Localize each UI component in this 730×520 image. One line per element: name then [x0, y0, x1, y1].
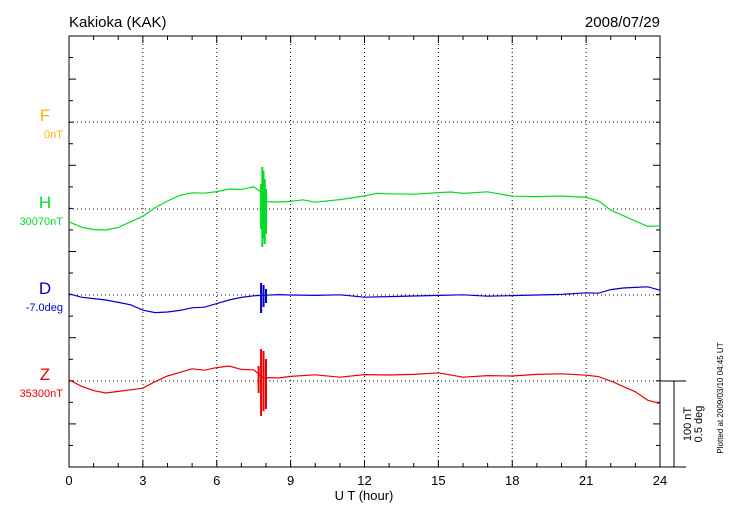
x-tick-label-6: 6 — [213, 473, 220, 488]
x-tick-label-12: 12 — [357, 473, 371, 488]
chart-date: 2008/07/29 — [585, 14, 660, 31]
x-axis-label: U T (hour) — [335, 488, 394, 503]
series-line-H — [68, 186, 661, 231]
channel-baseline-D: -7.0deg — [26, 302, 63, 314]
x-tick-label-15: 15 — [431, 473, 445, 488]
series-group — [68, 167, 661, 416]
channel-baseline-Z: 35300nT — [20, 388, 64, 400]
channel-label-D: D — [39, 279, 51, 298]
scale-label-deg: 0.5 deg — [693, 406, 705, 443]
scale-label-nt: 100 nT — [682, 407, 694, 442]
channel-baseline-F: 0nT — [44, 129, 63, 141]
x-tick-label-24: 24 — [653, 473, 667, 488]
channel-label-F: F — [40, 106, 50, 125]
x-tick-label-9: 9 — [287, 473, 294, 488]
x-tick-label-21: 21 — [579, 473, 593, 488]
series-line-D — [68, 286, 661, 314]
chart-grid — [69, 36, 660, 467]
x-tick-labels: 0 3 6 9 12 15 18 21 24 — [65, 473, 667, 488]
x-tick-label-0: 0 — [65, 473, 72, 488]
channel-label-H: H — [39, 193, 51, 212]
plot-frame — [68, 35, 661, 468]
x-tick-label-18: 18 — [505, 473, 519, 488]
channel-label-Z: Z — [40, 365, 50, 384]
channel-baseline-H: 30070nT — [20, 216, 64, 228]
x-tick-label-3: 3 — [139, 473, 146, 488]
channel-labels: F 0nT H 30070nT D -7.0deg Z 35300nT — [20, 106, 64, 400]
series-line-Z — [68, 365, 661, 405]
chart-title: Kakioka (KAK) — [69, 14, 167, 31]
plotted-note: Plotted at 2009/03/10 04:45 UT — [716, 342, 725, 453]
